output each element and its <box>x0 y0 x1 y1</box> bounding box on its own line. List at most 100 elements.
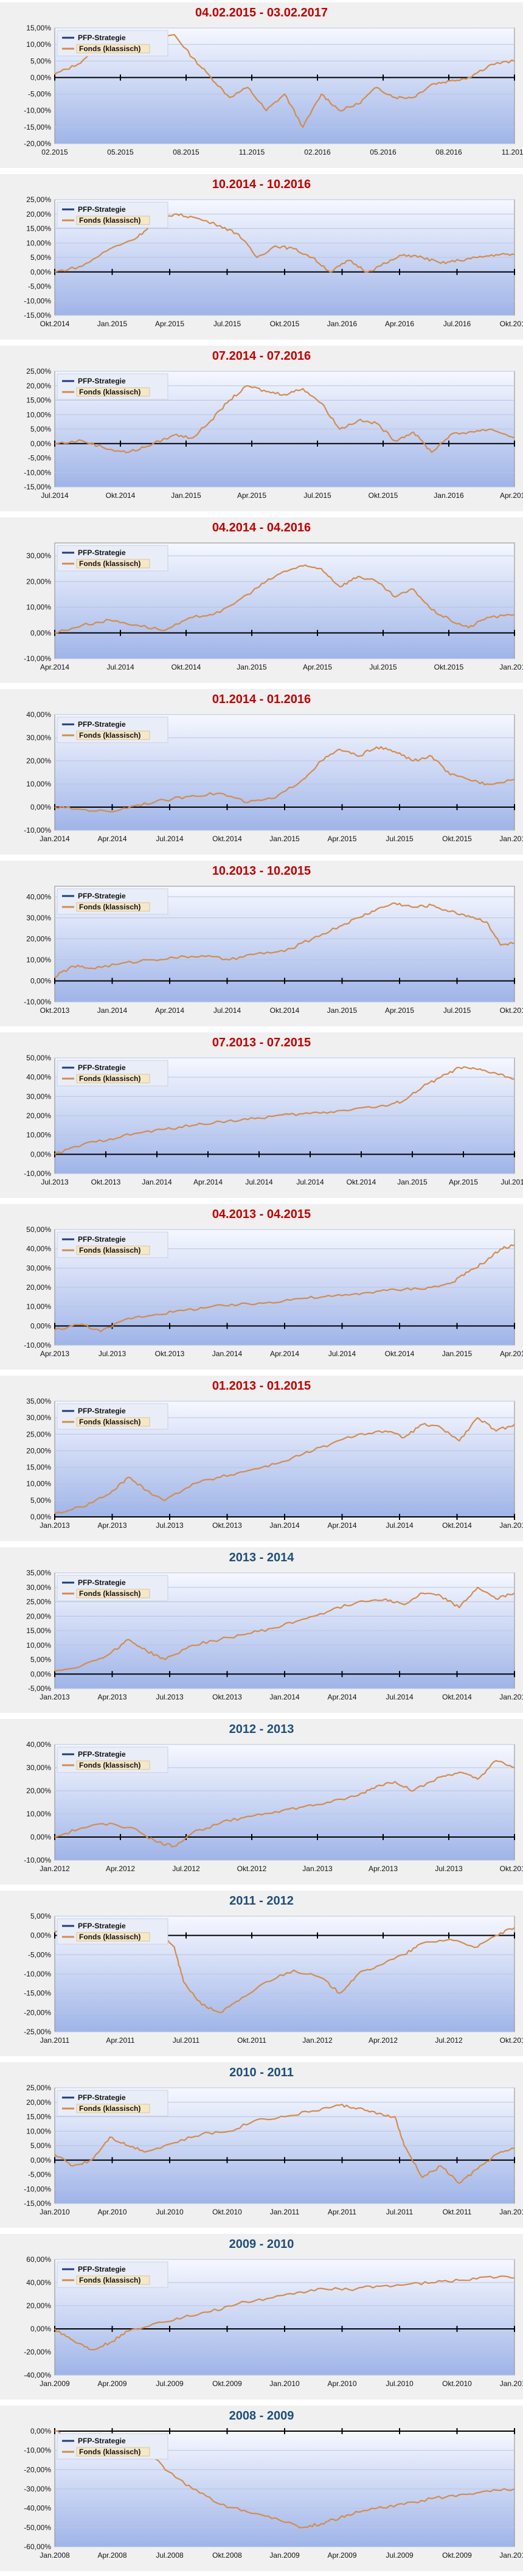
y-tick-label: 15,00% <box>26 225 51 233</box>
legend: PFP-Strategie Fonds (klassisch) <box>57 1231 168 1258</box>
chart-svg: 60,00%40,00%20,00%0,00%-20,00%-40,00%Jan… <box>24 2255 523 2388</box>
legend: PFP-Strategie Fonds (klassisch) <box>57 2090 168 2116</box>
legend-fund-highlight <box>76 2447 150 2457</box>
x-tick-label: Jul.2014 <box>41 491 69 500</box>
fund-series-line <box>54 1244 515 1332</box>
y-tick-label: 15,00% <box>26 24 51 32</box>
y-tick-label: 15,00% <box>26 1463 51 1472</box>
y-tick-label: 20,00% <box>26 1787 51 1795</box>
legend-fund-label: Fonds (klassisch) <box>79 731 140 740</box>
x-tick-label: Apr.2015 <box>327 835 356 843</box>
y-tick-label: 5,00% <box>30 57 51 65</box>
chart-panel: 04.2014 - 04.2016 30,00% 20,00% 10,00% 0,00%… <box>0 517 523 683</box>
x-tick-label: Jul.2012 <box>435 2036 463 2045</box>
legend-fund-highlight <box>76 44 150 54</box>
chart-panel: 2010 - 2011 25,00% 20,00% 15,00% 10,00% 5,00%… <box>0 2062 523 2228</box>
chart-panel: 07.2014 - 07.2016 25,00% 20,00% 15,00% 10,00… <box>0 346 523 511</box>
x-tick-label: Okt.2011 <box>237 2036 266 2045</box>
x-tick-label: Apr.2014 <box>40 663 69 671</box>
x-tick-label: Jul.2010 <box>156 2208 184 2216</box>
chart-panel: 07.2013 - 07.2015 50,00% 40,00% 30,00% 20,00… <box>0 1032 523 1198</box>
x-tick-label: Jan.2015 <box>499 1693 523 1701</box>
x-tick-label: Jul.2013 <box>41 1178 69 1186</box>
x-tick-label: Jan.2009 <box>269 2551 300 2560</box>
y-tick-label: -15,00% <box>24 1989 51 1998</box>
legend-fund-highlight <box>76 1417 150 1427</box>
y-tick-label: 10,00% <box>26 40 51 49</box>
y-tick-label: 10,00% <box>26 603 51 612</box>
y-tick-label: 20,00% <box>26 1612 51 1620</box>
x-tick-label: Jan.2016 <box>327 320 358 328</box>
legend-strategy-label: PFP-Strategie <box>78 1750 126 1759</box>
x-tick-label: Apr.2012 <box>106 1864 135 1873</box>
legend: PFP-Strategie Fonds (klassisch) <box>57 1403 168 1430</box>
legend-fund-highlight <box>76 215 150 225</box>
x-tick-label: Apr.2013 <box>369 1864 398 1873</box>
legend-fund-label: Fonds (klassisch) <box>79 1246 140 1255</box>
y-tick-label: 10,00% <box>26 2127 51 2135</box>
x-tick-label: Apr.2011 <box>106 2036 134 2045</box>
y-tick-label: 20,00% <box>26 1111 51 1120</box>
chart-title: 2010 - 2011 <box>229 2066 294 2079</box>
legend-strategy-label: PFP-Strategie <box>78 377 126 385</box>
legend-fund-highlight <box>76 1932 150 1942</box>
legend-fund-label: Fonds (klassisch) <box>79 1761 140 1769</box>
chart-panel: 10.2013 - 10.2015 40,00% 30,00% 20,00% 10,00… <box>0 861 523 1026</box>
y-tick-label: -20,00% <box>24 2348 51 2356</box>
x-tick-label: Apr.2014 <box>270 1349 299 1358</box>
x-tick-label: Jan.2012 <box>302 2036 333 2045</box>
fund-series-line <box>54 1760 515 1848</box>
x-tick-label: Jan.2013 <box>40 1693 70 1701</box>
x-tick-label: Apr.2016 <box>500 491 523 500</box>
legend-fund-highlight <box>76 1245 150 1255</box>
x-tick-label: Jul.2010 <box>386 2379 414 2388</box>
x-tick-label: Okt.2014 <box>270 1006 300 1015</box>
y-tick-label: 10,00% <box>26 1131 51 1139</box>
x-tick-label: Jan.2014 <box>269 1693 300 1701</box>
x-tick-label: 08.2016 <box>435 148 462 156</box>
chart-svg: 50,00% 40,00% 30,00% 20,00% 10,00% 0,00% -10,0… <box>24 1054 523 1186</box>
y-tick-label: 40,00% <box>26 2278 51 2287</box>
legend-fund-highlight <box>76 387 150 397</box>
x-tick-label: Apr.2015 <box>449 1178 478 1186</box>
y-tick-label: 0,00% <box>30 1931 51 1940</box>
legend-fund-label: Fonds (klassisch) <box>79 2448 140 2456</box>
x-tick-label: Jan.2014 <box>97 1006 128 1015</box>
y-tick-label: -5,00% <box>28 282 51 291</box>
y-tick-label: 35,00% <box>26 1569 51 1577</box>
chart-panel: 10.2014 - 10.2016 25,00% 20,00% 15,00% 10,00… <box>0 174 523 340</box>
y-tick-label: 0,00% <box>30 439 51 448</box>
chart-svg: 5,00% 0,00% -5,00% -10,00% -15,00% -20,00% -25… <box>24 1912 523 2045</box>
chart-svg: 25,00% 20,00% 15,00% 10,00% 5,00% 0,00% -5,00%… <box>24 195 523 328</box>
y-tick-label: 0,00% <box>30 976 51 985</box>
chart-panel: 04.02.2015 - 03.02.2017 15,00% 10,00% 5,00%… <box>0 2 523 168</box>
x-tick-label: Jul.2014 <box>106 663 134 671</box>
y-tick-label: 10,00% <box>26 1303 51 1311</box>
chart-panel: 01.2013 - 01.2015 35,00% 30,00% 25,00% 20,00… <box>0 1376 523 1541</box>
y-tick-label: 40,00% <box>26 1073 51 1082</box>
x-tick-label: Okt.2013 <box>500 1864 523 1873</box>
x-tick-label: Apr.2015 <box>237 491 266 500</box>
x-tick-label: 02.2016 <box>304 148 331 156</box>
x-tick-label: Okt.2012 <box>237 1864 267 1873</box>
x-tick-label: Okt.2015 <box>369 491 398 500</box>
x-tick-label: Jan.2015 <box>442 1349 473 1358</box>
x-tick-label: Okt.2010 <box>212 2208 242 2216</box>
x-tick-label: Jan.2011 <box>270 2208 300 2216</box>
y-tick-label: -20,00% <box>24 2465 51 2474</box>
chart-panel: 2009 - 2010 60,00% 40,00% 20,00% 0,00% -20,00… <box>0 2234 523 2399</box>
y-tick-label: -5,00% <box>28 1684 51 1693</box>
chart-svg: 50,00% 40,00% 30,00% 20,00% 10,00% 0,00% -10,0… <box>24 1225 523 1358</box>
legend-fund-label: Fonds (klassisch) <box>79 559 140 568</box>
x-tick-label: Jan.2014 <box>212 1349 243 1358</box>
y-tick-label: 50,00% <box>26 1225 51 1234</box>
x-tick-label: Okt.2014 <box>442 1521 472 1530</box>
x-tick-label: Jan.2010 <box>499 2551 523 2560</box>
legend: PFP-Strategie Fonds (klassisch) <box>57 1918 168 1945</box>
y-tick-label: -10,00% <box>24 1169 51 1178</box>
legend: PFP-Strategie Fonds (klassisch) <box>57 1060 168 1087</box>
y-tick-label: -40,00% <box>24 2504 51 2513</box>
y-tick-label: 0,00% <box>30 1321 51 1330</box>
legend-fund-highlight <box>76 1760 150 1770</box>
chart-title: 07.2014 - 07.2016 <box>212 349 311 363</box>
